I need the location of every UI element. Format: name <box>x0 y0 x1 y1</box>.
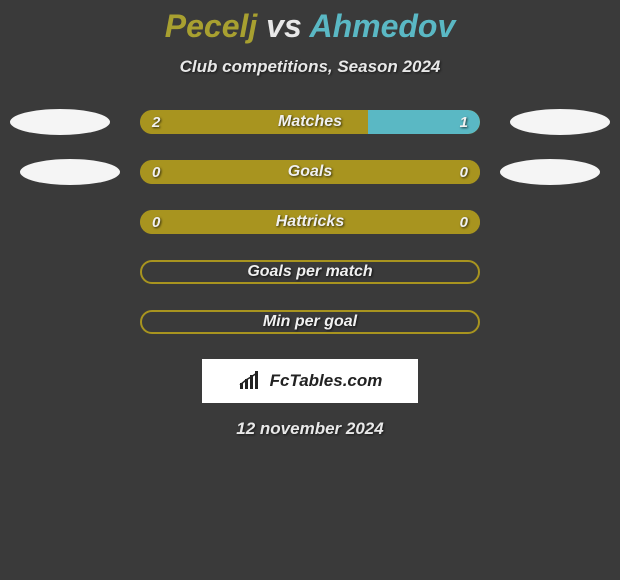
player2-name: Ahmedov <box>309 8 455 44</box>
stats-container: 2Matches10Goals00Hattricks0Goals per mat… <box>0 109 620 335</box>
player2-ellipse <box>500 159 600 185</box>
stat-value-right: 0 <box>460 164 468 181</box>
stat-bar: 0Goals0 <box>140 160 480 184</box>
stat-bar: 0Hattricks0 <box>140 210 480 234</box>
logo-box: FcTables.com <box>202 359 418 403</box>
player1-ellipse <box>10 109 110 135</box>
date-text: 12 november 2024 <box>0 419 620 439</box>
chart-icon <box>238 371 264 391</box>
stat-value-right: 1 <box>460 114 468 131</box>
stat-row: Min per goal <box>0 309 620 335</box>
player1-name: Pecelj <box>165 8 258 44</box>
vs-text: vs <box>266 8 302 44</box>
stat-value-right: 0 <box>460 214 468 231</box>
stat-bar: 2Matches1 <box>140 110 480 134</box>
stat-row: 0Goals0 <box>0 159 620 185</box>
stat-label: Goals <box>140 163 480 181</box>
title: Pecelj vs Ahmedov <box>0 8 620 45</box>
player2-ellipse <box>510 109 610 135</box>
stat-row: 0Hattricks0 <box>0 209 620 235</box>
logo-text: FcTables.com <box>270 371 383 391</box>
player1-ellipse <box>20 159 120 185</box>
comparison-infographic: Pecelj vs Ahmedov Club competitions, Sea… <box>0 0 620 439</box>
stat-bar: Goals per match <box>140 260 480 284</box>
stat-row: 2Matches1 <box>0 109 620 135</box>
subtitle: Club competitions, Season 2024 <box>0 57 620 77</box>
stat-label: Hattricks <box>140 213 480 231</box>
stat-label: Min per goal <box>142 313 478 331</box>
stat-row: Goals per match <box>0 259 620 285</box>
stat-bar: Min per goal <box>140 310 480 334</box>
stat-label: Matches <box>140 113 480 131</box>
stat-label: Goals per match <box>142 263 478 281</box>
